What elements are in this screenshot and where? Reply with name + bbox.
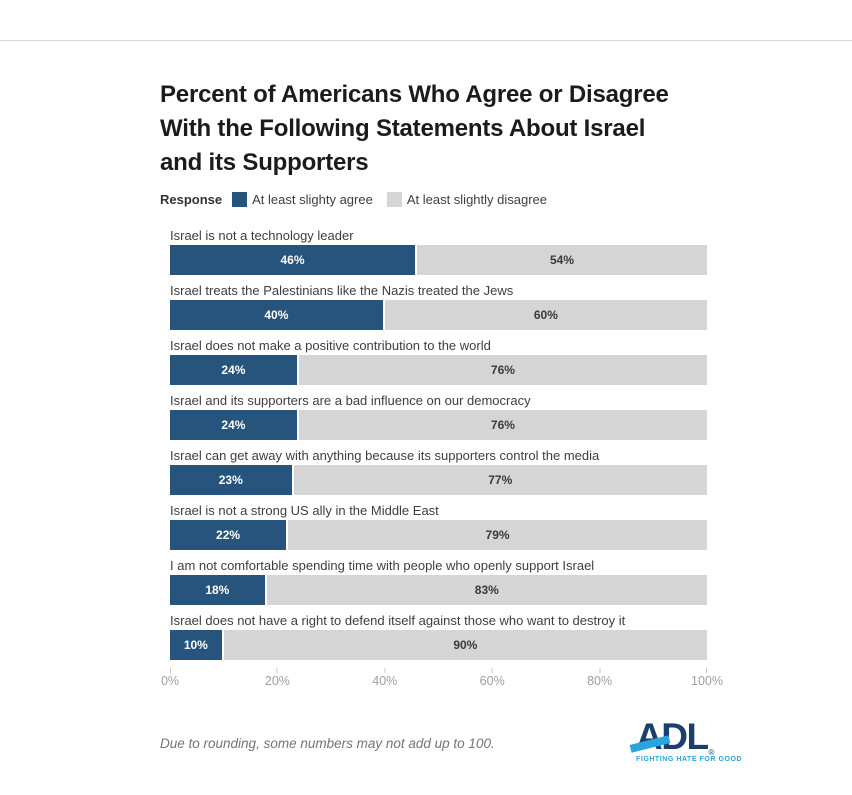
legend-item-agree: At least slighty agree bbox=[232, 192, 373, 207]
tick-label: 60% bbox=[479, 674, 505, 688]
legend-label-disagree: At least slightly disagree bbox=[406, 192, 548, 207]
legend-swatch-agree bbox=[232, 192, 248, 207]
bar-segment-agree: 40% bbox=[170, 300, 385, 330]
stacked-bar: 22% 79% bbox=[170, 520, 707, 550]
bar-group: Israel is not a strong US ally in the Mi… bbox=[170, 503, 707, 550]
category-label: Israel can get away with anything becaus… bbox=[170, 448, 600, 463]
bar-chart: Israel is not a technology leader 46% 54% I… bbox=[170, 228, 707, 660]
tick-mark bbox=[706, 668, 708, 673]
stacked-bar: 18% 83% bbox=[170, 575, 707, 605]
adl-logo[interactable]: ADL® FIGHTING HATE FOR GOOD bbox=[629, 716, 743, 766]
value-label-agree: 22% bbox=[216, 528, 241, 542]
top-divider bbox=[0, 40, 852, 41]
bar-segment-disagree: 79% bbox=[288, 520, 707, 550]
bar-segment-agree: 18% bbox=[170, 575, 267, 605]
stacked-bar: 10% 90% bbox=[170, 630, 707, 660]
value-label-agree: 46% bbox=[280, 253, 305, 267]
stacked-bar: 40% 60% bbox=[170, 300, 707, 330]
bar-segment-agree: 24% bbox=[170, 355, 299, 385]
bar-group: I am not comfortable spending time with … bbox=[170, 558, 707, 605]
category-label: Israel does not have a right to defend i… bbox=[170, 613, 626, 628]
bar-group: Israel can get away with anything becaus… bbox=[170, 448, 707, 495]
value-label-agree: 23% bbox=[218, 473, 243, 487]
tick-label: 0% bbox=[160, 674, 180, 688]
category-label: Israel treats the Palestinians like the … bbox=[170, 283, 514, 298]
legend-label-agree: At least slighty agree bbox=[252, 192, 373, 207]
value-label-agree: 40% bbox=[264, 308, 289, 322]
bar-segment-agree: 10% bbox=[170, 630, 224, 660]
chart-title-line: Percent of Americans Who Agree or Disagr… bbox=[160, 81, 669, 108]
bar-group: Israel does not make a positive contribu… bbox=[170, 338, 707, 385]
value-label-disagree: 54% bbox=[549, 253, 575, 267]
tick-mark bbox=[491, 668, 493, 673]
x-axis: 0% 20% 40% 60% 80% 100% bbox=[161, 668, 723, 694]
category-label: Israel is not a technology leader bbox=[170, 228, 354, 243]
rounding-footnote: Due to rounding, some numbers may not ad… bbox=[160, 735, 495, 751]
chart-card: Percent of Americans Who Agree or Disagr… bbox=[160, 41, 743, 766]
bar-group: Israel does not have a right to defend i… bbox=[170, 613, 707, 660]
tick-label: 100% bbox=[691, 674, 723, 688]
stacked-bar: 24% 76% bbox=[170, 410, 707, 440]
chart-title-line: and its Supporters bbox=[160, 149, 369, 176]
category-label: Israel is not a strong US ally in the Mi… bbox=[170, 503, 439, 518]
legend-title: Response bbox=[160, 192, 223, 207]
adl-logo-wordmark: ADL® bbox=[629, 716, 722, 757]
legend-swatch-disagree bbox=[386, 192, 402, 207]
tick-label: 40% bbox=[372, 674, 398, 688]
bar-segment-disagree: 90% bbox=[223, 630, 707, 660]
bar-segment-disagree: 54% bbox=[417, 245, 707, 275]
bar-segment-agree: 46% bbox=[170, 245, 418, 275]
value-label-agree: 10% bbox=[183, 638, 208, 652]
value-label-agree: 18% bbox=[205, 583, 230, 597]
value-label-disagree: 60% bbox=[533, 308, 558, 322]
x-axis-tick: 100% bbox=[691, 668, 723, 688]
registered-trademark-icon: ® bbox=[708, 748, 715, 757]
chart-title: Percent of Americans Who Agree or Disagr… bbox=[160, 78, 722, 180]
x-axis-tick: 40% bbox=[372, 668, 397, 688]
chart-footer: Due to rounding, some numbers may not ad… bbox=[160, 716, 743, 766]
stacked-bar: 23% 77% bbox=[170, 465, 707, 495]
tick-mark bbox=[384, 668, 386, 673]
bar-segment-agree: 24% bbox=[170, 410, 299, 440]
bar-segment-agree: 22% bbox=[170, 520, 289, 550]
category-label: I am not comfortable spending time with … bbox=[170, 558, 595, 573]
value-label-disagree: 77% bbox=[488, 473, 513, 487]
value-label-agree: 24% bbox=[221, 363, 246, 377]
value-label-disagree: 76% bbox=[490, 418, 515, 432]
x-axis-tick: 60% bbox=[480, 668, 505, 688]
tick-mark bbox=[276, 668, 278, 673]
chart-title-line: With the Following Statements About Isra… bbox=[160, 115, 646, 142]
bar-segment-disagree: 76% bbox=[298, 355, 707, 385]
adl-logo-text: ADL bbox=[636, 716, 709, 757]
category-label: Israel and its supporters are a bad infl… bbox=[170, 393, 531, 408]
chart-legend: Response At least slighty agree At least… bbox=[160, 192, 722, 207]
value-label-disagree: 90% bbox=[453, 638, 478, 652]
stacked-bar: 24% 76% bbox=[170, 355, 707, 385]
tick-label: 20% bbox=[264, 674, 290, 688]
bar-segment-disagree: 83% bbox=[266, 575, 707, 605]
bar-segment-disagree: 60% bbox=[384, 300, 707, 330]
bar-segment-disagree: 76% bbox=[298, 410, 707, 440]
tick-mark bbox=[599, 668, 601, 673]
bar-group: Israel and its supporters are a bad infl… bbox=[170, 393, 707, 440]
bar-group: Israel is not a technology leader 46% 54% bbox=[170, 228, 707, 275]
tick-label: 80% bbox=[587, 674, 613, 688]
bar-segment-agree: 23% bbox=[170, 465, 294, 495]
x-axis-tick: 0% bbox=[161, 668, 179, 688]
value-label-agree: 24% bbox=[221, 418, 246, 432]
value-label-disagree: 83% bbox=[474, 583, 499, 597]
bar-group: Israel treats the Palestinians like the … bbox=[170, 283, 707, 330]
adl-logo-tagline: FIGHTING HATE FOR GOOD bbox=[636, 756, 743, 763]
stacked-bar: 46% 54% bbox=[170, 245, 707, 275]
value-label-disagree: 79% bbox=[485, 528, 510, 542]
bar-segment-disagree: 77% bbox=[293, 465, 707, 495]
x-axis-tick: 80% bbox=[587, 668, 612, 688]
x-axis-tick: 20% bbox=[265, 668, 290, 688]
tick-mark bbox=[169, 668, 171, 673]
value-label-disagree: 76% bbox=[490, 363, 515, 377]
legend-item-disagree: At least slightly disagree bbox=[386, 192, 548, 207]
category-label: Israel does not make a positive contribu… bbox=[170, 338, 491, 353]
